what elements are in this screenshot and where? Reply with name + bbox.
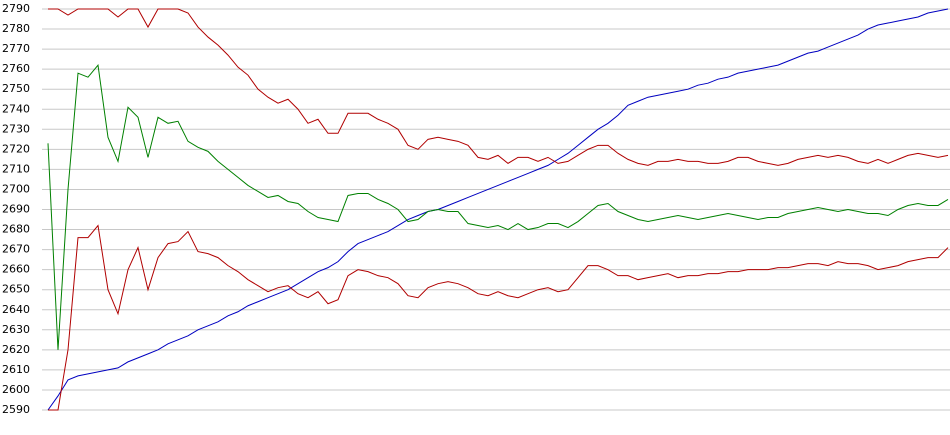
- y-tick-label: 2600: [2, 383, 30, 396]
- y-tick-label: 2610: [2, 363, 30, 376]
- y-tick-label: 2770: [2, 42, 30, 55]
- y-tick-label: 2620: [2, 343, 30, 356]
- y-tick-label: 2670: [2, 243, 30, 256]
- y-tick-label: 2740: [2, 102, 30, 115]
- y-tick-label: 2720: [2, 142, 30, 155]
- y-tick-label: 2730: [2, 122, 30, 135]
- y-tick-label: 2780: [2, 22, 30, 35]
- y-tick-label: 2660: [2, 263, 30, 276]
- y-tick-label: 2790: [2, 2, 30, 15]
- y-tick-label: 2750: [2, 82, 30, 95]
- y-tick-label: 2680: [2, 223, 30, 236]
- y-tick-label: 2630: [2, 323, 30, 336]
- y-tick-label: 2760: [2, 62, 30, 75]
- y-tick-label: 2690: [2, 203, 30, 216]
- series-line: [48, 8, 949, 166]
- series-line: [48, 224, 949, 411]
- y-tick-label: 2640: [2, 303, 30, 316]
- series-line: [47, 8, 949, 411]
- y-tick-label: 2700: [2, 182, 30, 195]
- y-tick-label: 2710: [2, 162, 30, 175]
- y-tick-label: 2650: [2, 283, 30, 296]
- y-tick-label: 2590: [2, 403, 30, 416]
- series-line: [47, 63, 949, 350]
